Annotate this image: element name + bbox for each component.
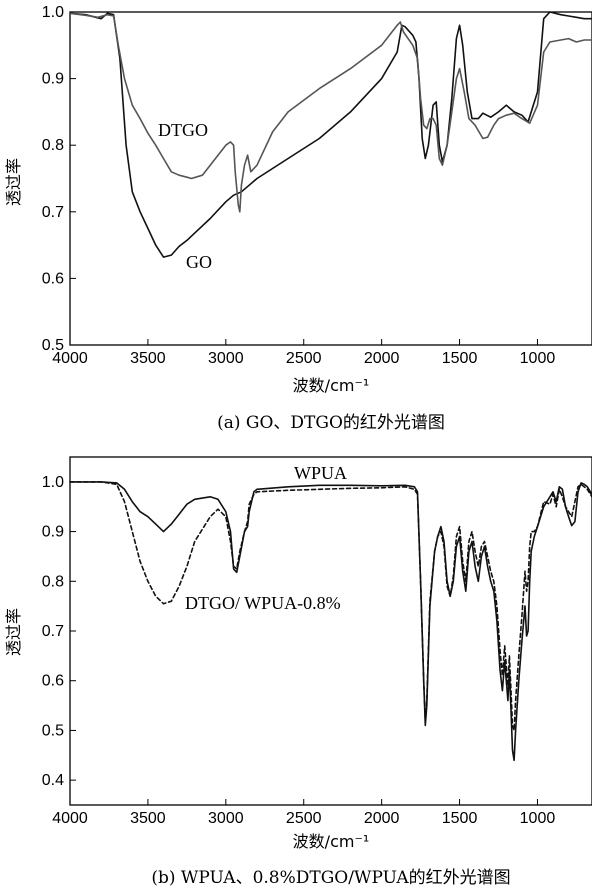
x-tick-label: 3000	[208, 810, 244, 827]
panel-a-series-label-go: GO	[186, 252, 212, 272]
panel-b-caption: (b) WPUA、0.8%DTGO/WPUA的红外光谱图	[151, 868, 510, 888]
panel-a-series	[69, 11, 592, 258]
x-tick-label: 2500	[286, 810, 322, 827]
panel-b: 4000 3500 3000 2500 2000 1500 1000 0.40.50.60.…	[4, 456, 592, 888]
x-tick-label: 3500	[130, 350, 166, 367]
y-tick-label: 1.0	[42, 474, 64, 491]
y-tick-label: 0.5	[42, 722, 64, 739]
x-tick-label: 1000	[520, 810, 556, 827]
panel-b-x-axis-title: 波数/cm⁻¹	[293, 832, 370, 851]
panel-a: 4000 3500 3000 2500 2000 1500 1000 0.50.60.70.…	[4, 4, 592, 433]
panel-b-series-label-dtgo-wpua: DTGO/ WPUA-0.8%	[185, 593, 341, 613]
y-tick-label: 0.5	[42, 337, 64, 354]
x-tick-label: 2000	[364, 350, 400, 367]
y-tick-label: 0.8	[42, 137, 64, 154]
panel-a-y-ticks: 0.5 0.6 0.7 0.8 0.9 1.0	[42, 4, 76, 354]
y-tick-label: 0.9	[42, 524, 64, 541]
y-tick-label: 1.0	[42, 4, 64, 21]
x-tick-label: 4000	[52, 350, 88, 367]
y-tick-label: 0.4	[42, 772, 64, 789]
x-tick-label: 3500	[130, 810, 166, 827]
x-tick-label: 1000	[520, 350, 556, 367]
x-tick-label: 4000	[52, 810, 88, 827]
panel-b-y-axis-title: 透过率	[4, 608, 23, 656]
panel-b-x-ticks: 4000 3500 3000 2500 2000 1500 1000	[52, 799, 555, 827]
panel-a-plot-frame	[69, 11, 592, 346]
panel-b-y-ticks: 0.4 0.5 0.6 0.7 0.8 0.9 1.0	[42, 474, 76, 789]
y-tick-label: 0.7	[42, 204, 64, 221]
y-tick-label: 0.6	[42, 270, 64, 287]
y-tick-label: 0.6	[42, 673, 64, 690]
panel-a-y-axis-title: 透过率	[4, 158, 23, 206]
x-tick-label: 1500	[442, 810, 478, 827]
series-line-dtgo	[69, 12, 592, 213]
series-line-wpua	[69, 481, 592, 762]
panel-b-series	[69, 481, 592, 762]
panel-a-series-label-dtgo: DTGO	[158, 120, 208, 140]
y-tick-label: 0.8	[42, 573, 64, 590]
y-tick-label: 0.7	[42, 623, 64, 640]
panel-b-series-label-wpua: WPUA	[294, 463, 347, 483]
x-tick-label: 2500	[286, 350, 322, 367]
panel-a-x-axis-title: 波数/cm⁻¹	[293, 376, 370, 395]
series-line-dtgo-wpua-0-8	[69, 481, 592, 732]
x-tick-label: 2000	[364, 810, 400, 827]
panel-a-caption: (a) GO、DTGO的红外光谱图	[217, 413, 445, 433]
x-tick-label: 1500	[442, 350, 478, 367]
y-tick-label: 0.9	[42, 71, 64, 88]
x-tick-label: 3000	[208, 350, 244, 367]
panel-a-x-ticks: 4000 3500 3000 2500 2000 1500 1000	[52, 339, 555, 367]
